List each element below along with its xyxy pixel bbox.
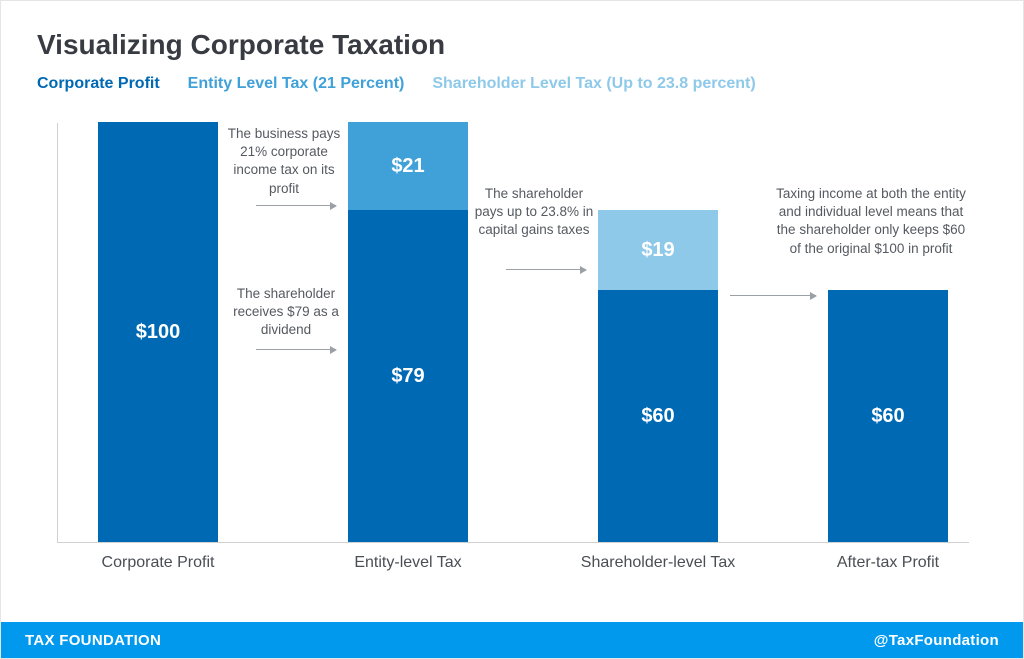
footer-handle: @TaxFoundation	[874, 632, 999, 649]
xlabel-corporate-profit: Corporate Profit	[48, 554, 268, 572]
bar-seg-shareholder-profit-60: $60	[598, 290, 718, 542]
bar-entity-level-tax: $21 $79 Entity-level Tax	[348, 122, 468, 542]
bar-seg-shareholder-tax-19: $19	[598, 210, 718, 290]
arrow-business-pays	[256, 205, 336, 206]
legend-item-entity-tax: Entity Level Tax (21 Percent)	[188, 75, 405, 93]
arrow-cap-gains	[506, 269, 586, 270]
bar-seg-entity-profit-79: $79	[348, 210, 468, 542]
chart-title: Visualizing Corporate Taxation	[37, 29, 987, 61]
annotation-cap-gains: The shareholder pays up to 23.8% in capi…	[472, 185, 596, 240]
footer-org: TAX FOUNDATION	[25, 632, 161, 649]
legend-item-profit: Corporate Profit	[37, 75, 160, 93]
xlabel-after-tax-profit: After-tax Profit	[778, 554, 998, 572]
annotation-business-pays: The business pays 21% corporate income t…	[220, 125, 348, 198]
bar-seg-profit-100: $100	[98, 122, 218, 542]
xlabel-entity-level-tax: Entity-level Tax	[298, 554, 518, 572]
content-area: Visualizing Corporate Taxation Corporate…	[1, 1, 1023, 583]
bar-seg-after-tax-60: $60	[828, 290, 948, 542]
xlabel-shareholder-level-tax: Shareholder-level Tax	[548, 554, 768, 572]
bar-shareholder-level-tax: $19 $60 Shareholder-level Tax	[598, 210, 718, 542]
arrow-summary	[730, 295, 816, 296]
bar-seg-entity-tax-21: $21	[348, 122, 468, 210]
legend-item-shareholder-tax: Shareholder Level Tax (Up to 23.8 percen…	[432, 75, 755, 93]
annotation-dividend: The shareholder receives $79 as a divide…	[226, 285, 346, 340]
footer-bar: TAX FOUNDATION @TaxFoundation	[1, 622, 1023, 658]
chart: $100 Corporate Profit $21 $79 Entity-lev…	[37, 103, 989, 583]
annotation-summary: Taxing income at both the entity and ind…	[776, 185, 966, 258]
bar-corporate-profit: $100 Corporate Profit	[98, 122, 218, 542]
arrow-dividend	[256, 349, 336, 350]
legend: Corporate Profit Entity Level Tax (21 Pe…	[37, 75, 987, 93]
plot-area: $100 Corporate Profit $21 $79 Entity-lev…	[57, 123, 969, 543]
bar-after-tax-profit: $60 After-tax Profit	[828, 290, 948, 542]
infographic-card: Visualizing Corporate Taxation Corporate…	[0, 0, 1024, 659]
